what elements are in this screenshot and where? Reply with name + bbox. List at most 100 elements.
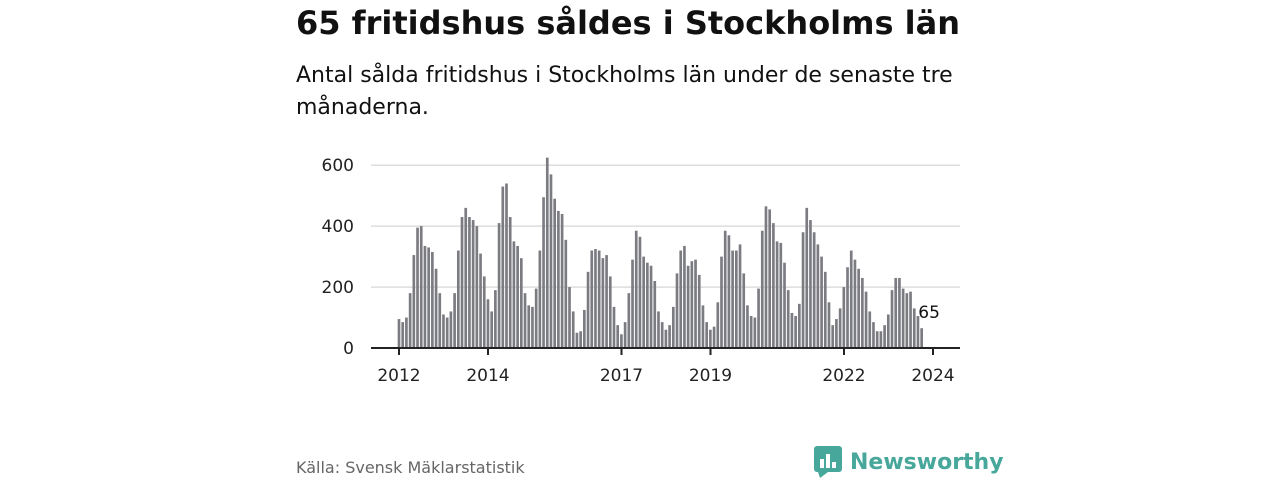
x-tick-label: 2024 <box>911 366 954 386</box>
bar <box>571 311 575 348</box>
bar <box>468 217 471 348</box>
bar <box>623 322 627 348</box>
bar <box>579 331 582 348</box>
y-tick-label: 400 <box>322 217 354 237</box>
chart-card: 65 fritidshus såldes i Stockholms län An… <box>296 0 1004 480</box>
bar <box>798 303 801 348</box>
x-tick-label: 2019 <box>689 366 732 386</box>
bar <box>664 329 668 348</box>
bar <box>605 255 608 348</box>
bar <box>801 232 805 348</box>
bar <box>686 265 690 348</box>
bar <box>642 256 645 348</box>
bar <box>464 207 468 348</box>
bar <box>456 250 460 348</box>
x-tick-label: 2012 <box>377 366 420 386</box>
bar <box>753 317 757 348</box>
newsworthy-logo-icon <box>814 446 842 478</box>
bar <box>497 223 501 348</box>
bar <box>616 325 620 348</box>
bar <box>560 213 564 348</box>
chart-title: 65 fritidshus såldes i Stockholms län <box>296 4 961 42</box>
bar <box>794 316 797 348</box>
bar <box>846 267 849 348</box>
bar <box>861 277 864 348</box>
bar <box>838 308 842 348</box>
bar <box>460 217 464 348</box>
bar <box>783 262 786 348</box>
bar <box>482 276 486 348</box>
bar <box>494 290 497 348</box>
bar <box>657 311 660 348</box>
bar <box>471 220 475 348</box>
bar <box>653 280 657 348</box>
bar <box>668 325 671 348</box>
bar <box>731 250 734 348</box>
bar <box>820 256 823 348</box>
bar <box>864 291 868 348</box>
bar <box>423 245 427 348</box>
bar <box>583 309 586 348</box>
bar <box>538 250 542 348</box>
bar <box>760 230 764 348</box>
bar <box>712 326 716 348</box>
bar <box>475 226 479 348</box>
bar <box>516 245 519 348</box>
bar <box>916 316 920 348</box>
bar <box>634 230 638 348</box>
bar <box>594 249 597 348</box>
bar <box>401 322 405 348</box>
bar <box>490 311 494 348</box>
bar <box>805 207 809 348</box>
bar <box>405 317 408 348</box>
bar <box>697 274 701 348</box>
bar <box>660 322 664 348</box>
bar <box>764 206 768 348</box>
bar <box>679 250 683 348</box>
bar <box>883 325 886 348</box>
bar <box>549 174 553 348</box>
bar <box>683 245 686 348</box>
bar <box>434 268 438 348</box>
bar <box>909 291 912 348</box>
bar <box>690 261 694 348</box>
bar <box>790 312 794 348</box>
bar-chart: 0 200 400 600 2012 2014 2017 2019 2022 2024 65 <box>322 156 960 386</box>
bar <box>553 198 557 348</box>
bar <box>649 265 653 348</box>
bar <box>920 328 924 348</box>
bar <box>531 306 534 348</box>
bar <box>601 258 605 348</box>
brand-name: Newsworthy <box>850 449 1004 475</box>
bar <box>746 305 749 348</box>
bar <box>786 290 790 348</box>
bar <box>412 255 416 348</box>
bar <box>534 288 538 348</box>
bar <box>823 271 827 348</box>
bar <box>453 293 456 348</box>
bar <box>542 197 545 348</box>
bar <box>612 306 616 348</box>
bar <box>705 322 709 348</box>
bar <box>586 271 590 348</box>
bar <box>738 244 742 348</box>
bar <box>872 322 875 348</box>
bar <box>694 259 697 348</box>
bar <box>857 268 860 348</box>
bar <box>709 329 712 348</box>
bar <box>608 276 612 348</box>
bar <box>408 293 412 348</box>
bar <box>479 253 482 348</box>
highlight-data-label: 65 <box>918 303 940 323</box>
bar <box>772 223 775 348</box>
bar <box>742 273 746 348</box>
chart-subtitle: Antal sålda fritidshus i Stockholms län … <box>296 63 953 120</box>
bar <box>723 230 727 348</box>
bar <box>416 227 419 348</box>
bar <box>631 259 634 348</box>
bar <box>816 244 820 348</box>
bar <box>568 287 571 348</box>
bar <box>638 236 642 348</box>
bar <box>898 277 901 348</box>
bar <box>890 290 894 348</box>
